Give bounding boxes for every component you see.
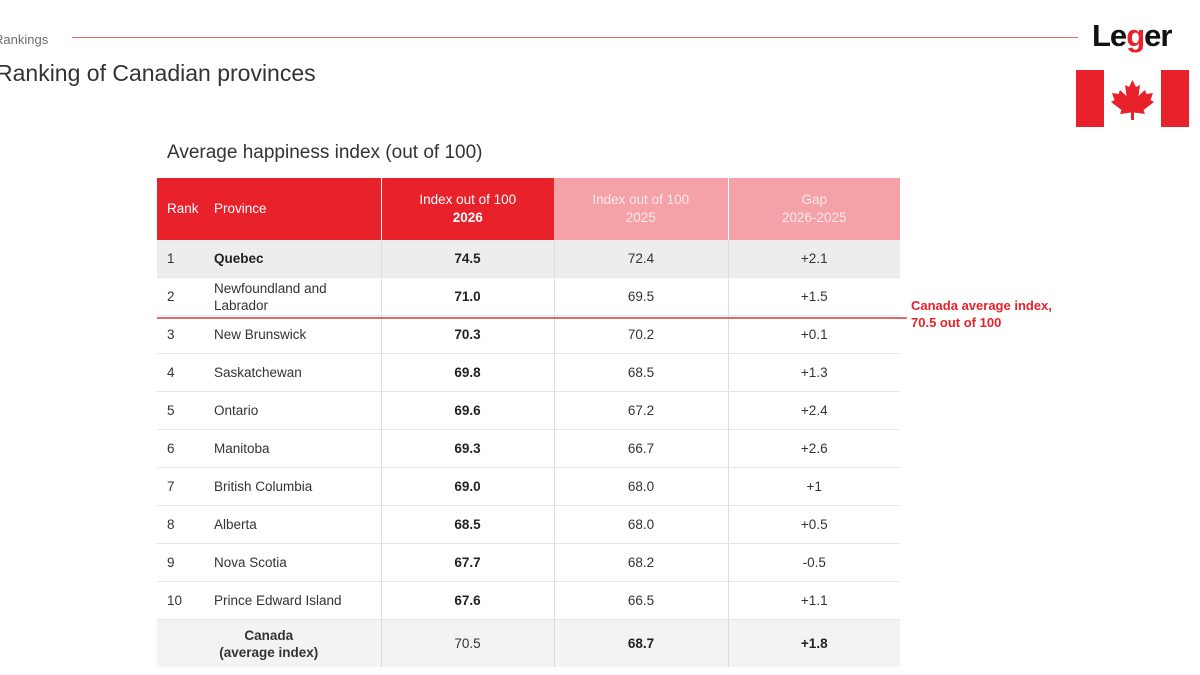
- table-row: 5 Ontario 69.6 67.2 +2.4: [157, 391, 900, 430]
- province-cell: Quebec: [214, 240, 382, 278]
- total-label-cell: Canada (average index): [157, 619, 382, 667]
- table-row: 9 Nova Scotia 67.7 68.2 -0.5: [157, 543, 900, 582]
- gap-cell: +0.5: [728, 505, 900, 544]
- index-2026-cell: 67.6: [381, 581, 555, 620]
- table-row: 10 Prince Edward Island 67.6 66.5 +1.1: [157, 581, 900, 620]
- total-gap-cell: +1.8: [728, 619, 900, 667]
- header-province: Province: [214, 178, 382, 240]
- gap-cell: +1.3: [728, 353, 900, 392]
- rank-cell: 8: [157, 505, 214, 544]
- rank-cell: 3: [157, 315, 214, 354]
- rank-cell: 6: [157, 429, 214, 468]
- province-cell: British Columbia: [214, 467, 382, 506]
- index-2026-cell: 69.3: [381, 429, 555, 468]
- gap-cell: +2.4: [728, 391, 900, 430]
- rank-cell: 10: [157, 581, 214, 620]
- gap-cell: +1.5: [728, 277, 900, 316]
- province-cell: Alberta: [214, 505, 382, 544]
- canada-total-row: Canada (average index) 70.5 68.7 +1.8: [157, 619, 900, 667]
- gap-cell: +1.1: [728, 581, 900, 620]
- province-cell: Newfoundland and Labrador: [214, 277, 382, 316]
- leger-logo: Leger: [1092, 18, 1172, 53]
- index-2025-cell: 66.7: [554, 429, 729, 468]
- province-cell: Manitoba: [214, 429, 382, 468]
- rank-cell: 1: [157, 240, 214, 278]
- page-title: Ranking of Canadian provinces: [0, 60, 316, 86]
- index-2025-cell: 68.0: [554, 505, 729, 544]
- index-2026-cell: 69.0: [381, 467, 555, 506]
- table-row: 4 Saskatchewan 69.8 68.5 +1.3: [157, 353, 900, 392]
- happiness-table: Rank Province Index out of 100 2026 Inde…: [157, 178, 900, 667]
- table-row: 2 Newfoundland and Labrador 71.0 69.5 +1…: [157, 277, 900, 316]
- header-index-2025: Index out of 100 2025: [554, 178, 729, 240]
- rank-cell: 2: [157, 277, 214, 316]
- header-gap: Gap 2026-2025: [728, 178, 900, 240]
- canada-average-line: [157, 317, 907, 319]
- index-2025-cell: 67.2: [554, 391, 729, 430]
- index-2025-cell: 68.0: [554, 467, 729, 506]
- table-title: Average happiness index (out of 100): [167, 142, 483, 163]
- index-2025-cell: 66.5: [554, 581, 729, 620]
- table-row: 3 New Brunswick 70.3 70.2 +0.1: [157, 315, 900, 354]
- rank-cell: 5: [157, 391, 214, 430]
- total-index-2026-cell: 70.5: [381, 619, 555, 667]
- header-rank: Rank: [157, 178, 214, 240]
- canada-average-annotation: Canada average index, 70.5 out of 100: [911, 298, 1052, 330]
- gap-cell: +2.1: [728, 240, 900, 278]
- rank-cell: 7: [157, 467, 214, 506]
- index-2025-cell: 68.5: [554, 353, 729, 392]
- province-cell: Prince Edward Island: [214, 581, 382, 620]
- index-2025-cell: 72.4: [554, 240, 729, 278]
- index-2026-cell: 67.7: [381, 543, 555, 582]
- table-row: 7 British Columbia 69.0 68.0 +1: [157, 467, 900, 506]
- index-2026-cell: 70.3: [381, 315, 555, 354]
- index-2026-cell: 71.0: [381, 277, 555, 316]
- province-cell: Nova Scotia: [214, 543, 382, 582]
- rank-cell: 9: [157, 543, 214, 582]
- gap-cell: +1: [728, 467, 900, 506]
- gap-cell: -0.5: [728, 543, 900, 582]
- index-2025-cell: 69.5: [554, 277, 729, 316]
- maple-leaf-icon: [1111, 80, 1154, 120]
- gap-cell: +0.1: [728, 315, 900, 354]
- table-header-row: Rank Province Index out of 100 2026 Inde…: [157, 178, 900, 240]
- canada-flag-icon: [1076, 70, 1189, 127]
- province-cell: New Brunswick: [214, 315, 382, 354]
- index-2025-cell: 70.2: [554, 315, 729, 354]
- index-2026-cell: 69.8: [381, 353, 555, 392]
- section-label: Rankings: [0, 32, 49, 47]
- gap-cell: +2.6: [728, 429, 900, 468]
- index-2026-cell: 74.5: [381, 240, 555, 278]
- header-rule: [72, 37, 1078, 38]
- table-row: 1 Quebec 74.5 72.4 +2.1: [157, 240, 900, 278]
- rank-cell: 4: [157, 353, 214, 392]
- total-index-2025-cell: 68.7: [554, 619, 729, 667]
- index-2026-cell: 69.6: [381, 391, 555, 430]
- table-row: 8 Alberta 68.5 68.0 +0.5: [157, 505, 900, 544]
- header-index-2026: Index out of 100 2026: [381, 178, 554, 240]
- province-cell: Ontario: [214, 391, 382, 430]
- table-row: 6 Manitoba 69.3 66.7 +2.6: [157, 429, 900, 468]
- province-cell: Saskatchewan: [214, 353, 382, 392]
- index-2026-cell: 68.5: [381, 505, 555, 544]
- index-2025-cell: 68.2: [554, 543, 729, 582]
